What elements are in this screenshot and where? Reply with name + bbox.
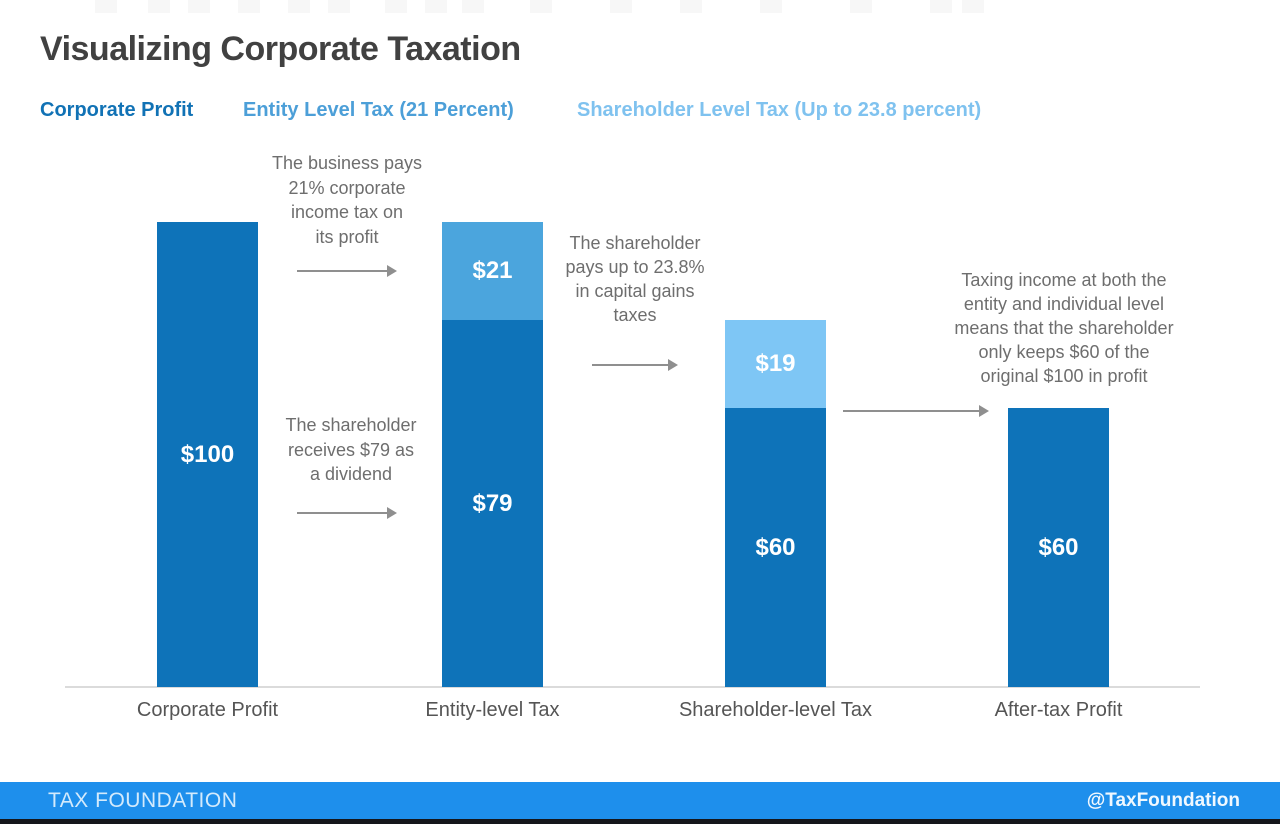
bar-segment-label: $60	[755, 533, 796, 561]
annotation-line: The business pays	[271, 153, 423, 173]
annotation-text: The business pays 21% corporate income tax…	[217, 151, 477, 249]
footer-bar: TAX FOUNDATION @TaxFoundation	[0, 782, 1280, 819]
annotation-line: 21% corporate	[288, 177, 406, 198]
top-edge-mark	[238, 0, 260, 13]
bar-segment: $79	[442, 320, 543, 687]
annotation-line: entity and individual level	[963, 294, 1165, 314]
bar-segment-label: $100	[180, 440, 235, 468]
top-edge-mark	[962, 0, 984, 13]
legend-item: Entity Level Tax (21 Percent)	[243, 99, 514, 121]
top-edge-mark	[425, 0, 447, 13]
bar-segment-label: $60	[1038, 533, 1079, 561]
top-edge-mark	[610, 0, 632, 13]
footer-twitter-handle: @TaxFoundation	[1086, 789, 1240, 811]
bar-segment: $60	[1008, 408, 1109, 687]
bar-segment: $100	[157, 222, 258, 687]
top-edge-mark	[95, 0, 117, 13]
bar-segment-label: $19	[755, 350, 796, 377]
annotation-line: in capital gains	[575, 281, 695, 301]
page-title: Visualizing Corporate Taxation	[40, 30, 521, 68]
axis-category-label: After-tax Profit	[994, 699, 1123, 721]
annotation-line: its profit	[315, 226, 379, 247]
right-arrow-icon	[297, 265, 397, 277]
annotation-line: original $100 in profit	[980, 366, 1148, 386]
x-axis-baseline	[65, 686, 1200, 688]
footer-dark-strip	[0, 819, 1280, 824]
axis-category-label: Entity-level Tax	[425, 699, 560, 721]
bar-segment: $19	[725, 320, 826, 408]
chart-legend: Corporate Profit Entity Level Tax (21 Per…	[0, 99, 1280, 127]
axis-category-label: Corporate Profit	[136, 699, 279, 721]
bar-segment: $60	[725, 408, 826, 687]
top-edge-mark	[148, 0, 170, 13]
axis-category-label: Shareholder-level Tax	[678, 699, 873, 721]
footer-brand: TAX FOUNDATION	[48, 788, 238, 812]
bar-segment-label: $21	[472, 257, 513, 284]
annotation-line: income tax on	[290, 202, 404, 222]
top-edge-mark	[188, 0, 210, 13]
bar-segment: $21	[442, 222, 543, 320]
top-edge-mark	[288, 0, 310, 13]
right-arrow-icon	[297, 507, 397, 519]
annotation-text: The shareholder pays up to 23.8% in capita…	[505, 231, 765, 327]
right-arrow-icon	[843, 405, 989, 417]
top-edge-mark	[760, 0, 782, 13]
annotation-line: means that the shareholder	[954, 318, 1174, 338]
top-edge-mark	[930, 0, 952, 13]
legend-item: Corporate Profit	[40, 99, 194, 121]
bar-segment-label: $79	[472, 489, 513, 517]
annotation-line: pays up to 23.8%	[565, 257, 705, 277]
annotation-line: only keeps $60 of the	[978, 342, 1150, 362]
right-arrow-icon	[592, 359, 678, 371]
annotation-line: The shareholder	[569, 233, 701, 253]
legend-item: Shareholder Level Tax (Up to 23.8 percen…	[577, 99, 982, 121]
top-edge-mark	[680, 0, 702, 13]
top-edge-mark	[530, 0, 552, 13]
top-edge-mark	[328, 0, 350, 13]
annotation-line: taxes	[613, 305, 657, 325]
annotation-text: The shareholder receives $79 as a dividend	[221, 413, 481, 487]
top-edge-mark	[385, 0, 407, 13]
annotation-line: Taxing income at both the	[961, 270, 1167, 290]
annotation-line: a dividend	[309, 464, 393, 484]
annotation-line: receives $79 as	[287, 439, 415, 460]
top-edge-mark	[850, 0, 872, 13]
top-edge-mark	[462, 0, 484, 13]
annotation-text: Taxing income at both the entity and indi…	[914, 268, 1214, 388]
annotation-line: The shareholder	[285, 415, 417, 435]
